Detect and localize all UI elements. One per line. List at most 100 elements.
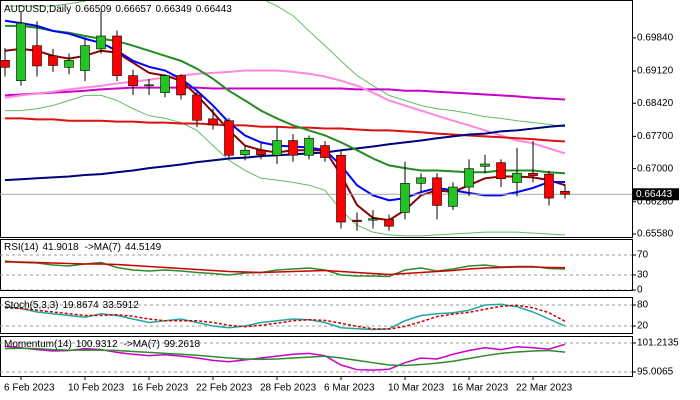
x-tick-label: 6 Feb 2023 bbox=[4, 383, 55, 394]
header-value: 0.66349 bbox=[156, 4, 193, 15]
candle-body bbox=[48, 55, 58, 66]
x-tick-label: 22 Feb 2023 bbox=[196, 383, 253, 394]
indicator-line bbox=[5, 117, 566, 143]
indicator-line bbox=[4, 124, 566, 182]
candle-body bbox=[368, 218, 378, 221]
header-value: 0.66509 bbox=[75, 4, 112, 15]
indicator-name: ->MA(7) bbox=[124, 339, 160, 350]
candle-body bbox=[160, 75, 170, 93]
candle-body bbox=[80, 45, 90, 71]
indicator-value: 44.5149 bbox=[125, 242, 162, 253]
panel-plot bbox=[0, 1, 632, 237]
indicator-value: 19.8674 bbox=[62, 300, 99, 311]
candle-body bbox=[352, 219, 362, 222]
candle-body bbox=[256, 149, 266, 156]
y-tick-label: 0.67000 bbox=[637, 163, 674, 174]
x-tick-label: 6 Mar 2023 bbox=[324, 383, 375, 394]
last-price-box bbox=[633, 188, 679, 201]
candle-body bbox=[32, 45, 42, 67]
candle-body bbox=[64, 60, 74, 68]
candle-body bbox=[496, 162, 506, 180]
indicator-value: 41.9018 bbox=[42, 242, 79, 253]
last-price-label: 0.66443 bbox=[636, 189, 673, 200]
header-value: 0.66443 bbox=[196, 4, 233, 15]
y-tick-label: 20 bbox=[637, 321, 649, 332]
indicator-line bbox=[4, 304, 566, 330]
indicator-name: Stoch(5,3,3) bbox=[4, 300, 58, 311]
x-tick-label: 22 Mar 2023 bbox=[516, 383, 573, 394]
chart-title: AUDUSD,Daily bbox=[4, 4, 71, 15]
indicator-value: 100.9312 bbox=[76, 339, 118, 350]
header-value: 0.66657 bbox=[115, 4, 152, 15]
panel-frame bbox=[0, 239, 633, 291]
panel-frame bbox=[0, 0, 633, 238]
panel-frame bbox=[0, 297, 633, 334]
candle-body bbox=[240, 149, 250, 156]
y-tick-label: 0.67700 bbox=[637, 131, 674, 142]
candle-body bbox=[288, 140, 298, 156]
candle-body bbox=[416, 177, 426, 184]
panel-plot bbox=[0, 342, 632, 373]
candle-body bbox=[96, 35, 106, 50]
indicator-line bbox=[5, 261, 566, 276]
x-tick-label: 10 Feb 2023 bbox=[68, 383, 125, 394]
candle-body bbox=[480, 163, 490, 167]
y-tick-label: 0.69120 bbox=[637, 66, 674, 77]
candle-body bbox=[128, 75, 138, 87]
indicator-name: ->MA(7) bbox=[85, 242, 121, 253]
candle-body bbox=[336, 154, 346, 223]
candle-body bbox=[320, 145, 330, 158]
indicator-value: 33.5912 bbox=[103, 300, 140, 311]
candle-body bbox=[272, 140, 282, 156]
y-tick-label: 0 bbox=[637, 285, 643, 296]
candle-body bbox=[304, 137, 314, 156]
indicator-name: RSI(14) bbox=[4, 242, 38, 253]
y-tick-label: 101.2135 bbox=[637, 338, 679, 349]
candle-body bbox=[464, 168, 474, 188]
panel-plot bbox=[0, 254, 632, 290]
candle-body bbox=[560, 190, 570, 195]
x-tick-label: 28 Feb 2023 bbox=[260, 383, 317, 394]
indicator-line bbox=[4, 303, 566, 331]
panel-frame bbox=[0, 336, 633, 377]
x-tick-label: 16 Feb 2023 bbox=[132, 383, 189, 394]
candle-body bbox=[400, 183, 410, 213]
y-tick-label: 95.0065 bbox=[637, 367, 674, 378]
candle-body bbox=[512, 172, 522, 183]
indicator-line bbox=[4, 347, 566, 367]
candle-body bbox=[192, 94, 202, 121]
indicator-line bbox=[5, 94, 566, 237]
y-tick-label: 0.66280 bbox=[637, 196, 674, 207]
indicator-header: RSI(14) 41.9018 ->MA(7) 44.5149 bbox=[4, 242, 162, 253]
candle-body bbox=[144, 84, 154, 87]
x-tick-label: 16 Mar 2023 bbox=[452, 383, 509, 394]
candle-body bbox=[432, 177, 442, 206]
indicator-header: Stoch(5,3,3) 19.8674 33.5912 bbox=[4, 300, 139, 311]
indicator-header: Momentum(14) 100.9312 ->MA(7) 99.2618 bbox=[4, 339, 201, 350]
indicator-name: Momentum(14) bbox=[4, 339, 72, 350]
y-tick-label: 80 bbox=[637, 300, 649, 311]
y-tick-label: 0.68420 bbox=[637, 98, 674, 109]
indicator-value: 99.2618 bbox=[164, 339, 201, 350]
candle-body bbox=[208, 118, 218, 126]
y-tick-label: 0.65580 bbox=[637, 229, 674, 240]
y-tick-label: 30 bbox=[637, 270, 649, 281]
y-tick-label: 0.69840 bbox=[637, 32, 674, 43]
chart-header: AUDUSD,Daily 0.66509 0.66657 0.66349 0.66443 bbox=[4, 4, 232, 15]
y-tick-label: 70 bbox=[637, 250, 649, 261]
indicator-line bbox=[4, 260, 566, 278]
candle-body bbox=[544, 173, 554, 199]
candle-body bbox=[16, 22, 26, 81]
candle-body bbox=[224, 120, 234, 156]
candle-body bbox=[528, 172, 538, 176]
indicator-line bbox=[5, 1, 566, 128]
candle-body bbox=[384, 218, 394, 227]
panel-plot bbox=[0, 303, 632, 331]
indicator-line bbox=[4, 86, 566, 101]
indicator-line bbox=[4, 69, 566, 155]
candle-body bbox=[448, 186, 458, 207]
candle-body bbox=[112, 35, 122, 76]
candle-body bbox=[176, 75, 186, 96]
candle-body bbox=[0, 60, 10, 68]
